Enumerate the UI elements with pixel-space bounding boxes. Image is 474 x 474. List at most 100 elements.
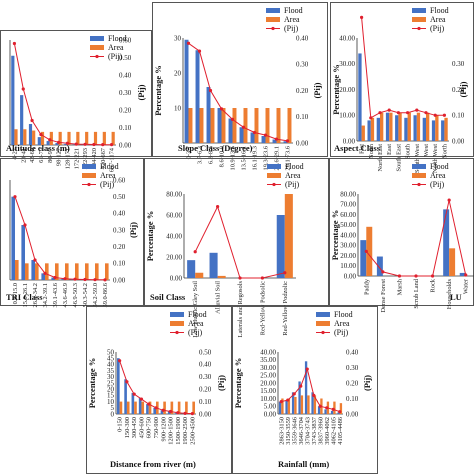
category-label: 43.6-46.9 <box>62 283 69 308</box>
category-label: 54.2-59.0 <box>92 283 99 308</box>
chart-panel: 0.00 20.00 40.00 60.00 80.00 Low Humic Gley S… <box>144 158 329 338</box>
pij-point <box>238 276 242 280</box>
pij-point <box>43 271 47 275</box>
category-label: 8.6-10.9 <box>219 146 226 167</box>
y-axis-title: Percentage % <box>330 210 340 261</box>
category-label: North <box>368 143 375 159</box>
area-bar <box>185 401 188 414</box>
y2-tick-label: 0.20 <box>119 106 132 114</box>
area-bar <box>370 117 375 141</box>
pij-point <box>74 142 78 146</box>
flood-bar <box>385 112 390 141</box>
y-tick-label: 10.00 <box>260 395 276 403</box>
pij-line <box>194 205 285 279</box>
flood-bar <box>217 108 222 143</box>
area-bar <box>67 131 71 145</box>
legend-label: Flood <box>108 34 127 43</box>
y2-tick-label: 0.00 <box>346 410 359 418</box>
flood-bar <box>459 272 466 276</box>
area-bar <box>444 117 448 141</box>
category-label: 0-150 <box>117 417 124 432</box>
flood-bar <box>291 392 295 414</box>
category-label: Dense Forest <box>380 279 387 313</box>
y-tick-label: 40.00 <box>340 231 356 239</box>
area-bar <box>407 112 411 141</box>
x-axis-title: TRI Class <box>6 292 43 302</box>
legend-label: Area <box>284 15 300 24</box>
legend-label: Flood <box>188 310 207 319</box>
category-label: 3704-3743 <box>304 417 311 445</box>
area-bar <box>366 226 373 276</box>
area-bar <box>254 108 259 143</box>
area-bar <box>281 398 284 414</box>
category-label: 4105-4486 <box>337 417 344 445</box>
pij-point <box>147 402 151 406</box>
area-bar <box>333 401 336 414</box>
legend-label: (Pij) <box>100 180 115 189</box>
legend-label: (Pij) <box>334 328 349 337</box>
legend-label: Area <box>100 171 116 180</box>
category-label: 98-127 <box>56 147 63 166</box>
y-tick-label: 50.00 <box>340 221 356 229</box>
category-label: 2500-4500 <box>189 417 196 445</box>
flood-bar <box>367 120 371 141</box>
category-label: Red-Yellow Podsolic <box>259 281 266 335</box>
pij-point <box>83 277 87 282</box>
y2-tick-label: 0.20 <box>296 87 309 95</box>
flood-bar <box>276 215 285 278</box>
pij-point <box>442 113 446 117</box>
pij-point <box>65 141 70 145</box>
pij-point <box>406 111 410 115</box>
pij-point <box>23 223 27 227</box>
pij-point <box>414 274 418 278</box>
y2-axis-title: (Pij) <box>128 222 138 238</box>
pij-line <box>361 17 445 119</box>
y-tick-label: 15.00 <box>260 387 276 395</box>
category-label: 42-60 <box>29 148 36 163</box>
pij-point <box>263 133 268 137</box>
flood-bar <box>41 273 45 280</box>
chart-panel: 0.00 0.10 0.20 0.30 0.40 0.50 0.60 0.0-15.0 15.0… <box>0 158 144 308</box>
y-tick-label: 30.00 <box>260 364 276 372</box>
pij-point <box>305 367 309 371</box>
y-tick-label: 0.00 <box>170 274 183 282</box>
y-tick-label: 10.00 <box>340 262 356 270</box>
pij-point <box>318 404 322 408</box>
x-axis-title: Rainfall (mm) <box>278 459 329 469</box>
pij-point <box>285 139 290 143</box>
area-bar <box>55 263 59 280</box>
chart-panel: 0.00 10.00 20.00 30.00 40.00 0.00 0.10 0.20 0.30… <box>330 2 474 173</box>
category-label: East <box>386 144 393 155</box>
category-label: North East <box>377 144 384 172</box>
area-bar <box>284 194 293 278</box>
pij-point <box>312 393 316 397</box>
y-axis-title: Percentage % <box>331 64 341 115</box>
y-tick-label: 25 <box>107 379 115 387</box>
y-tick-label: 30.00 <box>339 60 355 68</box>
category-label: 6.3-8.6 <box>208 146 215 164</box>
area-bar <box>35 263 39 280</box>
flood-bar <box>376 256 383 276</box>
flood-bar <box>51 277 55 280</box>
pij-point <box>132 392 136 396</box>
pij-point <box>190 412 194 416</box>
category-label: 150-300 <box>124 417 131 438</box>
y-tick-label: 40.00 <box>260 348 276 356</box>
y-axis-title: Percentage % <box>233 358 243 409</box>
pij-point <box>299 384 303 388</box>
area-bar <box>45 263 49 280</box>
category-label: Low Humic Gley Soil <box>192 281 199 338</box>
area-bar <box>276 108 281 143</box>
y2-tick-label: 0.50 <box>113 193 126 201</box>
flood-bar <box>209 252 218 278</box>
y2-tick-label: 0.10 <box>199 398 212 406</box>
pij-point <box>30 118 34 123</box>
pij-point <box>241 125 246 129</box>
pij-point <box>197 49 202 53</box>
pij-line <box>14 196 106 281</box>
chart-panel: 10 20 30 0.00 0.10 0.20 0.30 0.40 0-3.7 3.7-6.3 6.… <box>152 2 328 171</box>
pij-point <box>161 408 165 412</box>
area-bar <box>188 108 193 143</box>
